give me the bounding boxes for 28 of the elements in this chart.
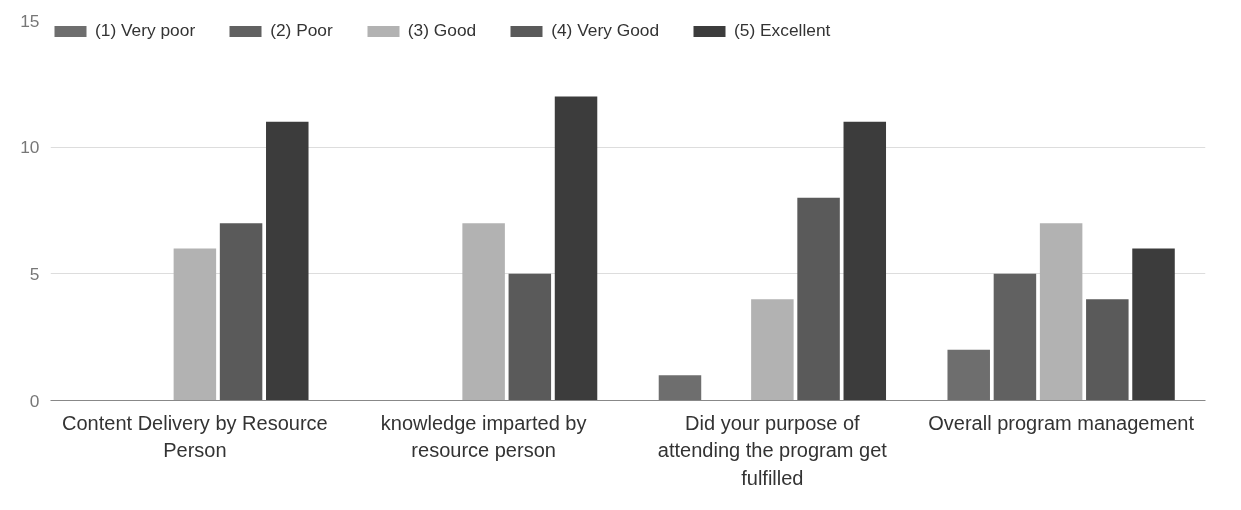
bar bbox=[1086, 299, 1129, 401]
bar bbox=[947, 349, 990, 401]
legend-label: (3) Good bbox=[407, 20, 477, 41]
bar bbox=[797, 197, 840, 401]
legend-label: (5) Excellent bbox=[734, 20, 831, 41]
bar bbox=[1132, 248, 1175, 401]
bar bbox=[266, 121, 309, 401]
legend-label: (2) Poor bbox=[270, 20, 333, 41]
x-tick-label: Overall program management bbox=[928, 411, 1195, 434]
x-tick-label: Did your purpose of attending the program get fulfilled bbox=[657, 411, 888, 489]
bar bbox=[508, 273, 552, 401]
bar bbox=[658, 375, 702, 401]
bar bbox=[219, 223, 263, 401]
x-tick-label: knowledge imparted by resource person bbox=[380, 411, 587, 461]
bar bbox=[993, 273, 1037, 401]
y-tick-label: 0 bbox=[29, 390, 40, 411]
bar bbox=[1039, 223, 1083, 401]
bar bbox=[173, 248, 217, 401]
legend-label: (4) Very Good bbox=[551, 20, 660, 41]
y-tick-label: 10 bbox=[20, 137, 40, 158]
y-tick-label: 5 bbox=[29, 263, 40, 284]
x-tick-label: Content Delivery by Resource Person bbox=[62, 411, 328, 461]
bar bbox=[462, 223, 505, 401]
bar bbox=[554, 96, 598, 401]
bar bbox=[843, 121, 887, 401]
bar bbox=[751, 299, 794, 401]
legend-label: (1) Very poor bbox=[95, 20, 196, 41]
y-tick-label: 15 bbox=[20, 10, 40, 31]
